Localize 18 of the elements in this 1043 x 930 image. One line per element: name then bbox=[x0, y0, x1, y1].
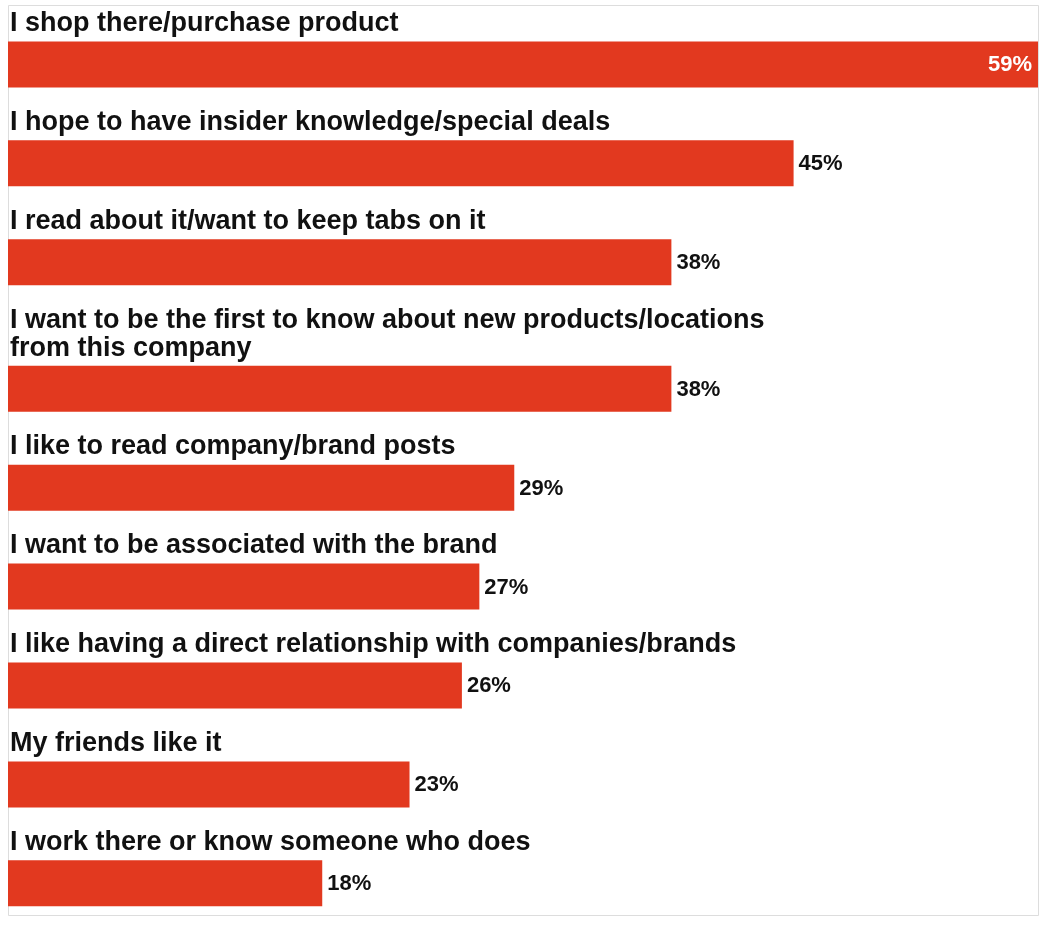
y-tick-label: I shop there/purchase product bbox=[10, 7, 399, 37]
data-label: 29% bbox=[519, 474, 564, 500]
y-tick-label: I read about it/want to keep tabs on it bbox=[10, 204, 486, 235]
y-tick-label: I like having a direct relationship with companies/brands bbox=[10, 628, 737, 659]
data-label: 27% bbox=[484, 573, 529, 599]
data-label: 45% bbox=[798, 150, 843, 176]
y-tick-label: My friends like it bbox=[10, 727, 222, 757]
data-label: 26% bbox=[466, 672, 511, 698]
data-label: 38% bbox=[676, 249, 721, 275]
y-tick-label: I want to be the first to know about new products/locations from this company bbox=[10, 303, 765, 362]
data-label: 59% bbox=[987, 51, 1032, 77]
data-label: 38% bbox=[676, 375, 721, 401]
y-tick-label: I like to read company/brand posts bbox=[10, 430, 456, 461]
data-label: 23% bbox=[414, 771, 459, 797]
y-tick-label: I want to be associated with the brand bbox=[10, 529, 498, 560]
y-tick-label: I hope to have insider knowledge/special deals bbox=[10, 105, 611, 136]
data-label: 18% bbox=[327, 870, 372, 896]
y-tick-label: I work there or know someone who does bbox=[10, 825, 531, 856]
